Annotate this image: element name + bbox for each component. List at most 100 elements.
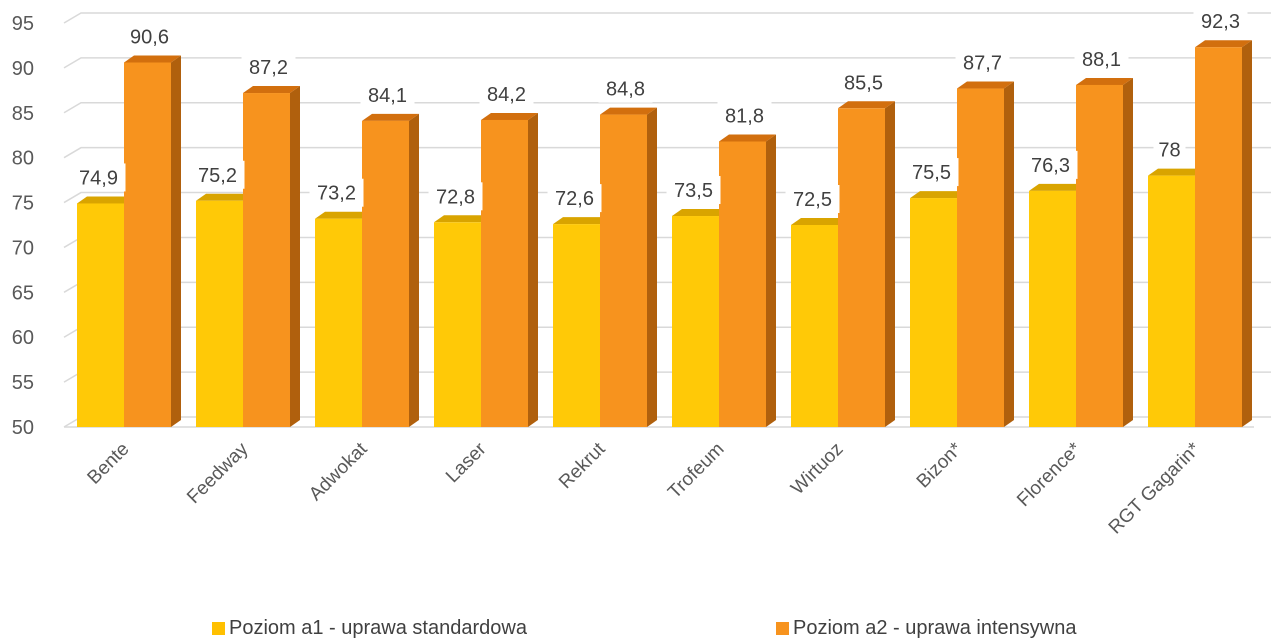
bar-side: [1123, 77, 1133, 428]
gridline: [63, 57, 1271, 69]
y-tick-label: 50: [12, 417, 34, 439]
data-label: 87,2: [249, 57, 288, 79]
data-label-bg: [904, 158, 959, 187]
bar-a1: [434, 222, 481, 427]
bar-a2: [1195, 47, 1242, 428]
y-tick-label: 55: [12, 372, 34, 394]
bar-a2: [600, 114, 647, 427]
data-label: 92,3: [1201, 11, 1240, 33]
bar-a1: [553, 224, 600, 427]
legend-swatch-a2: [776, 622, 789, 635]
bar-side: [409, 113, 419, 427]
bar-a1: [791, 225, 838, 427]
x-tick-label: RGT Gagarin*: [1105, 438, 1205, 538]
bar-top: [77, 196, 134, 204]
legend-item-a2: Poziom a2 - uprawa intensywna: [776, 617, 1076, 640]
data-label-bg: [190, 160, 245, 189]
bar-side: [766, 134, 776, 428]
data-label-bg: [1023, 150, 1078, 179]
bar-top: [315, 211, 372, 219]
bar-top: [957, 81, 1014, 89]
data-label: 72,5: [793, 189, 832, 211]
bar-top: [1195, 40, 1252, 48]
bar-a1: [910, 198, 957, 427]
bar-a1: [1029, 190, 1076, 427]
bar-top: [196, 193, 253, 201]
x-tick-label: Bizon*: [913, 438, 967, 492]
data-label: 84,8: [606, 79, 645, 101]
data-label-bg: [547, 184, 602, 213]
legend-swatch-a1: [212, 622, 225, 635]
bar-a2: [719, 141, 766, 428]
data-label-bg: [1074, 44, 1129, 73]
y-tick-label: 80: [12, 148, 34, 170]
data-label-bg: [1153, 135, 1186, 164]
data-label: 75,5: [912, 162, 951, 184]
bar-top: [838, 101, 895, 109]
y-tick-label: 90: [12, 58, 34, 80]
bar-side: [1004, 81, 1014, 427]
bar-a1: [672, 216, 719, 427]
data-label-bg: [666, 176, 721, 205]
x-tick-label: Trofeum: [664, 439, 728, 503]
x-tick-label: Rekrut: [555, 438, 610, 493]
bar-side: [171, 55, 181, 427]
bar-top: [719, 134, 776, 142]
data-label: 76,3: [1031, 155, 1070, 177]
data-label: 84,2: [487, 84, 526, 106]
data-label-bg: [598, 74, 653, 103]
bar-top: [243, 86, 300, 94]
bar-a1: [315, 218, 362, 427]
bar-a1: [77, 203, 124, 427]
bar-top: [124, 55, 181, 63]
data-label: 81,8: [725, 106, 764, 128]
bar-side: [647, 107, 657, 427]
data-label: 73,2: [317, 183, 356, 205]
bar-a1: [1148, 175, 1195, 427]
bar-side: [885, 101, 895, 428]
data-label-bg: [360, 80, 415, 109]
bar-top: [910, 191, 967, 199]
y-tick-label: 85: [12, 103, 34, 125]
data-label: 88,1: [1082, 49, 1121, 71]
bar-a2: [124, 62, 171, 427]
data-label-bg: [785, 185, 840, 213]
data-label-bg: [836, 68, 891, 97]
data-label-bg: [479, 79, 534, 108]
bar-a2: [362, 120, 409, 427]
data-label-bg: [309, 178, 364, 207]
bar-side: [528, 112, 538, 428]
x-tick-label: Laser: [442, 438, 491, 487]
x-tick-label: Feedway: [183, 438, 253, 508]
data-label-bg: [428, 182, 483, 211]
x-tick-label: Adwokat: [305, 438, 372, 505]
data-label-bg: [71, 163, 126, 192]
data-label: 84,1: [368, 85, 407, 107]
bar-a1: [196, 200, 243, 427]
data-labels: 74,9 90,6 75,2 87,2 73,2 84,1 72,8 84,2 72,6 84,8…: [71, 7, 1248, 213]
bar-top: [362, 113, 419, 121]
x-tick-label: Wirtuoz: [787, 439, 847, 499]
bar-a2: [243, 93, 290, 427]
bar-a2: [838, 108, 885, 428]
bars: [77, 40, 1252, 428]
bar-side: [290, 86, 300, 427]
x-tick-label: Bente: [84, 439, 134, 489]
x-tick-label: Florence*: [1013, 438, 1086, 511]
gridline: [63, 12, 1271, 24]
bar-top: [553, 217, 610, 225]
bar-a2: [481, 119, 528, 428]
bar-top: [1148, 168, 1205, 176]
bar-side: [1242, 40, 1252, 428]
data-label: 90,6: [130, 27, 169, 49]
data-label: 73,5: [674, 180, 713, 202]
y-axis: 50 55 60 65 70 75 80 85 90 95: [12, 13, 34, 439]
bar-top: [672, 209, 729, 217]
data-label-bg: [955, 48, 1010, 77]
y-tick-label: 75: [12, 193, 34, 215]
y-tick-label: 95: [12, 13, 34, 35]
data-label: 74,9: [79, 167, 118, 189]
data-label: 85,5: [844, 72, 883, 94]
legend-label-a1: Poziom a1 - uprawa standardowa: [229, 617, 527, 639]
